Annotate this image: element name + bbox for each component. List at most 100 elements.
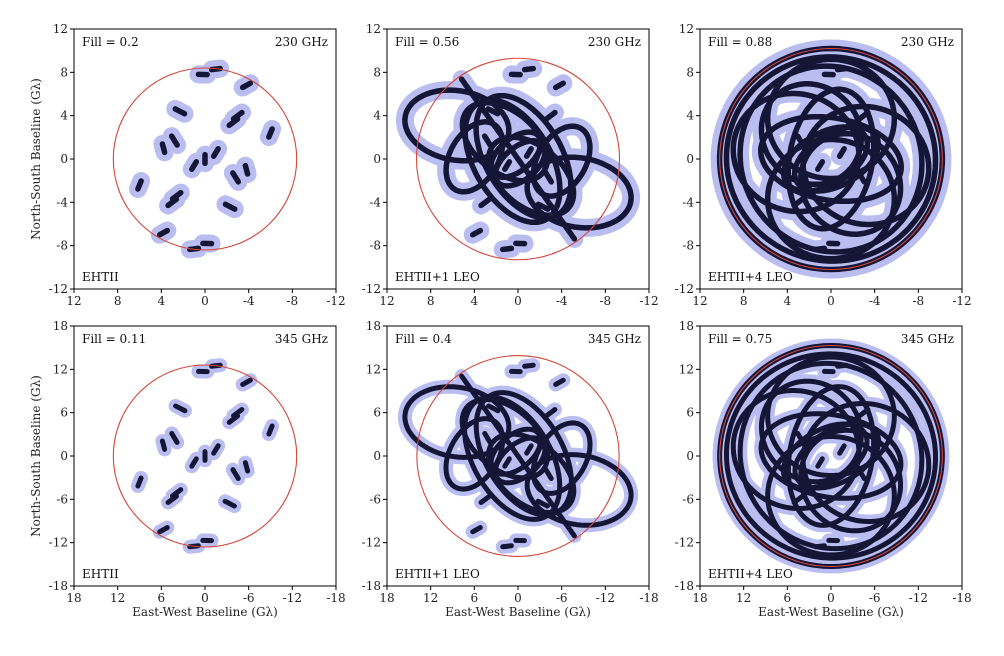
x-tick-label: 0 xyxy=(514,294,522,308)
baseline-track xyxy=(469,227,484,238)
y-tick-label: 0 xyxy=(686,449,694,463)
orbit-track xyxy=(723,54,939,264)
x-tick-label: 0 xyxy=(514,591,522,605)
y-tick-label: -12 xyxy=(49,536,68,550)
x-tick-label: -18 xyxy=(326,591,345,605)
x-tick-label: 18 xyxy=(692,591,707,605)
x-tick-label: 8 xyxy=(427,294,435,308)
baseline-track xyxy=(470,525,483,535)
x-tick-label: -6 xyxy=(243,591,255,605)
baseline-track xyxy=(485,106,501,117)
baseline-track xyxy=(242,162,251,177)
baseline-track xyxy=(544,407,558,419)
baseline-track xyxy=(791,196,806,209)
baseline-track xyxy=(836,146,847,159)
orbit-track xyxy=(485,431,577,515)
chart-panel: 12 8 4 0 -4 -8 -12 -12 -8 -4 0 4 8 12 Fill = 0.2 230 GH… xyxy=(49,22,346,308)
baseline-track xyxy=(502,159,513,172)
chart-panel: 12 8 4 0 -4 -8 -12 -12 -8 -4 0 4 8 12 Fill = 0.56 230 G… xyxy=(362,22,659,308)
chart-panel: 12 8 4 0 -4 -8 -12 -12 -8 -4 0 4 8 12 Fill = 0.88 230 G… xyxy=(675,22,972,308)
baseline-track xyxy=(266,423,275,437)
baseline-track xyxy=(500,543,514,550)
coverage-track-layer xyxy=(717,343,945,569)
y-tick-label: -6 xyxy=(682,492,694,506)
x-tick-label: -12 xyxy=(326,294,345,308)
y-tick-label: 4 xyxy=(60,109,68,123)
x-axis-title-col-2: East-West Baseline (Gλ) xyxy=(445,605,591,619)
baseline-track xyxy=(812,245,828,253)
baseline-track xyxy=(813,543,827,550)
y-tick-label: 12 xyxy=(53,22,68,36)
baseline-track xyxy=(856,109,871,122)
baseline-track xyxy=(523,146,534,159)
x-tick-label: -12 xyxy=(952,294,971,308)
resolution-circle xyxy=(416,355,620,557)
x-tick-label: -4 xyxy=(869,294,881,308)
frequency-annotation: 345 GHz xyxy=(901,332,954,346)
baseline-track xyxy=(543,467,554,482)
baseline-track xyxy=(189,159,200,172)
y-tick-label: 12 xyxy=(679,362,694,376)
baseline-track xyxy=(240,377,253,387)
orbit-track xyxy=(458,76,578,242)
resolution-circle xyxy=(719,47,943,271)
x-tick-label: -12 xyxy=(909,591,928,605)
baseline-track xyxy=(189,456,199,469)
x-tick-label: -12 xyxy=(596,591,615,605)
y-tick-label: -12 xyxy=(675,536,694,550)
frequency-annotation: 230 GHz xyxy=(901,35,954,49)
y-tick-label: -18 xyxy=(675,579,694,593)
coverage-track-layer xyxy=(135,362,275,550)
baseline-track xyxy=(795,430,806,445)
y-tick-label: 12 xyxy=(366,362,381,376)
baseline-track xyxy=(794,133,806,148)
chart-panel: 18 12 6 0 -6 -12 -18 -18 -12 -6 0 6 12 18 Fill = 0.75 3… xyxy=(675,319,972,605)
baseline-track xyxy=(837,443,847,456)
x-tick-label: -8 xyxy=(286,294,298,308)
baseline-track xyxy=(835,362,849,369)
array-annotation: EHTII+4 LEO xyxy=(708,270,793,284)
orbit-track xyxy=(524,452,634,528)
array-annotation: EHTII+4 LEO xyxy=(708,567,793,581)
baseline-track xyxy=(169,430,180,445)
baseline-track xyxy=(157,525,170,535)
y-tick-label: 6 xyxy=(686,406,694,420)
x-tick-label: 12 xyxy=(379,294,394,308)
y-tick-label: 18 xyxy=(679,319,694,333)
array-annotation: EHTII xyxy=(82,567,119,581)
y-tick-label: -12 xyxy=(675,282,694,296)
baseline-track xyxy=(210,146,221,159)
y-tick-label: -8 xyxy=(56,239,68,253)
y-tick-label: 8 xyxy=(686,65,694,79)
baseline-track xyxy=(856,467,867,482)
baseline-track xyxy=(222,498,237,509)
plot-area xyxy=(395,57,641,261)
y-tick-label: 0 xyxy=(686,152,694,166)
x-tick-label: 8 xyxy=(740,294,748,308)
x-tick-label: 0 xyxy=(827,591,835,605)
x-tick-label: 6 xyxy=(158,591,166,605)
y-tick-label: -18 xyxy=(49,579,68,593)
x-tick-label: 18 xyxy=(66,591,81,605)
y-tick-label: 0 xyxy=(60,449,68,463)
fill-annotation: Fill = 0.75 xyxy=(708,332,772,346)
orbit-track xyxy=(443,119,506,195)
resolution-circle xyxy=(719,344,943,568)
x-tick-label: 12 xyxy=(66,294,81,308)
x-tick-label: 12 xyxy=(110,591,125,605)
y-tick-label: 8 xyxy=(60,65,68,79)
frequency-annotation: 345 GHz xyxy=(275,332,328,346)
baseline-track xyxy=(521,65,537,73)
orbit-track xyxy=(402,87,512,164)
y-tick-label: -6 xyxy=(56,492,68,506)
orbit-track xyxy=(485,134,577,219)
chart-panel: 18 12 6 0 -6 -12 -18 -18 -12 -6 0 6 12 18 Fill = 0.11 3… xyxy=(49,319,346,605)
baseline-track xyxy=(230,467,241,482)
frequency-annotation: 345 GHz xyxy=(588,332,641,346)
y-tick-label: -8 xyxy=(682,239,694,253)
orbit-track xyxy=(459,99,551,184)
frequency-annotation: 230 GHz xyxy=(588,35,641,49)
baseline-track xyxy=(172,106,188,117)
x-tick-label: 0 xyxy=(201,294,209,308)
